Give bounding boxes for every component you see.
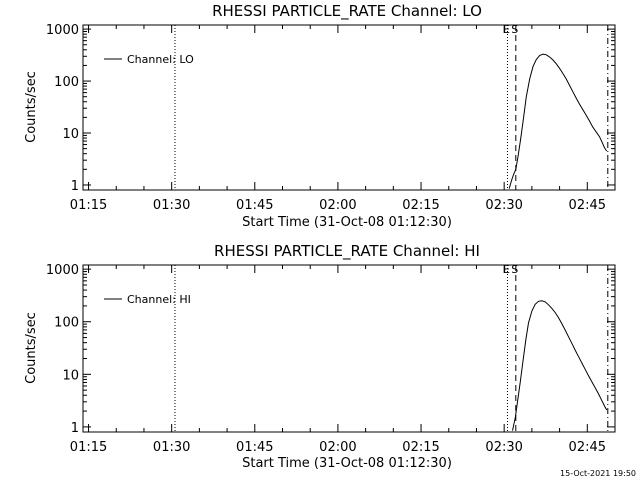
x-tick-labels: 01:15 01:30 01:45 02:00 02:15 02:30 02:45: [70, 440, 606, 455]
series-line-hi: [512, 300, 608, 431]
x-tick-labels: 01:15 01:30 01:45 02:00 02:15 02:30 02:45: [70, 198, 606, 213]
y-tick-label: 1: [71, 421, 79, 436]
x-tick-label: 01:30: [153, 198, 190, 213]
chart-title: RHESSI PARTICLE_RATE Channel: HI: [214, 242, 480, 261]
chart-hi: RHESSI PARTICLE_RATE Channel: HI 1101001…: [24, 242, 616, 471]
x-tick-label: 02:00: [319, 198, 356, 213]
x-tick-label: 01:15: [70, 198, 107, 213]
x-tick-label: 02:15: [402, 440, 439, 455]
y-tick-label: 100: [54, 316, 79, 331]
legend-label: Channel: LO: [127, 53, 194, 66]
x-tick-label: 02:00: [319, 440, 356, 455]
chart-lo: RHESSI PARTICLE_RATE Channel: LO 1101001…: [24, 2, 616, 230]
x-tick-label: 01:15: [70, 440, 107, 455]
plot-frame: [82, 264, 616, 433]
plot-frame: [82, 24, 616, 191]
time-marker-label: E: [503, 23, 510, 36]
x-tick-label: 01:30: [153, 440, 190, 455]
y-tick-label: 10: [62, 368, 79, 383]
y-tick-labels: 1 10 100 1000: [46, 263, 79, 436]
y-tick-label: 1000: [46, 263, 79, 278]
x-tick-label: 02:15: [402, 198, 439, 213]
generation-timestamp: 15-Oct-2021 19:50: [560, 469, 636, 478]
x-tick-label: 01:45: [236, 198, 273, 213]
y-axis-label: Counts/sec: [24, 71, 39, 143]
y-axis-label: Counts/sec: [24, 312, 39, 384]
x-tick-label: 02:45: [569, 440, 606, 455]
axis-ticks: [83, 25, 616, 190]
y-tick-labels: 1 10 100 1000: [46, 23, 79, 194]
x-tick-label: 02:45: [569, 198, 606, 213]
y-tick-label: 100: [54, 75, 79, 90]
y-tick-label: 1: [71, 179, 79, 194]
y-tick-label: 1000: [46, 23, 79, 38]
time-marker-label: E: [503, 263, 510, 276]
x-axis-label: Start Time (31-Oct-08 01:12:30): [242, 456, 452, 471]
x-tick-label: 02:30: [485, 198, 522, 213]
x-tick-label: 02:30: [485, 440, 522, 455]
x-axis-label: Start Time (31-Oct-08 01:12:30): [242, 215, 452, 230]
legend-label: Channel: HI: [127, 293, 191, 306]
time-marker-label: S: [511, 263, 518, 276]
time-marker-label: S: [511, 23, 518, 36]
axis-ticks: [83, 265, 616, 432]
y-tick-label: 10: [62, 127, 79, 142]
series-line-lo: [508, 53, 608, 189]
chart-title: RHESSI PARTICLE_RATE Channel: LO: [212, 2, 482, 21]
x-tick-label: 01:45: [236, 440, 273, 455]
